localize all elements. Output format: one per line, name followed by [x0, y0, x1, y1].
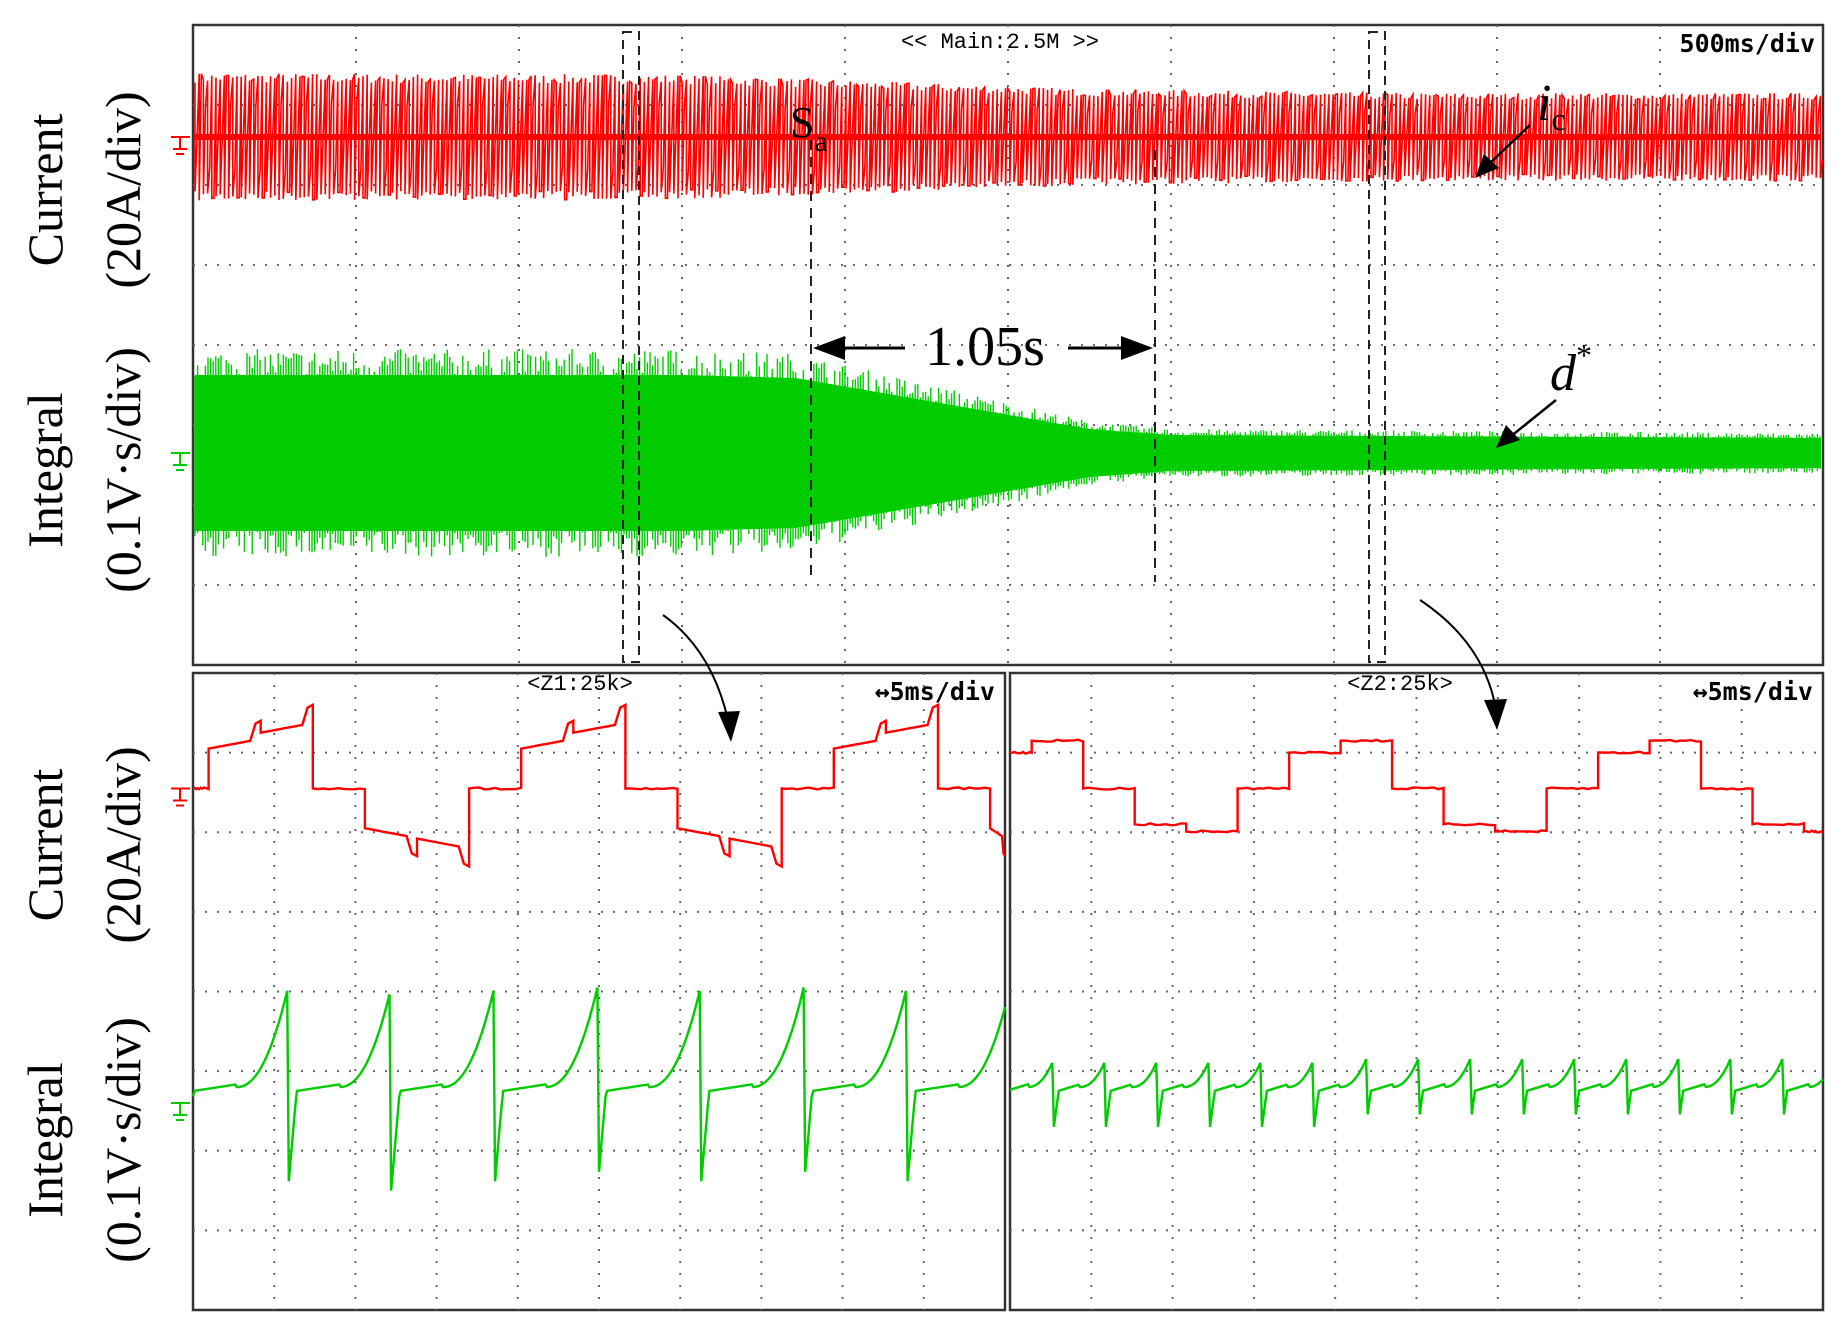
d-label: d* — [1550, 337, 1592, 402]
main-ic-trace — [194, 73, 1824, 201]
main-panel-traces — [194, 73, 1824, 557]
interval-arrowhead-right — [1121, 336, 1153, 360]
zoom2-link-arrowhead — [1484, 699, 1507, 730]
ground-marker-icon — [171, 136, 190, 155]
zoom2-panel: <Z2:25k> ↔5ms/div — [1008, 671, 1825, 1312]
zoom1-selection-box — [622, 31, 640, 663]
channel-ground-markers — [171, 136, 190, 1121]
main-current-label: Current — [17, 114, 73, 267]
ic-arrow — [1487, 124, 1531, 166]
d-arrow — [1509, 399, 1557, 438]
ground-marker-icon — [171, 787, 190, 807]
zoom2-panel-timebase: ↔5ms/div — [1693, 677, 1813, 706]
zoom-integral-scale: (0.1V·s/div) — [95, 1017, 151, 1263]
main-integral-label: Integral — [17, 392, 73, 547]
zoom2-selection-box — [1368, 31, 1386, 663]
main-d-trace-core — [195, 375, 1821, 531]
ic-arrowhead — [1475, 154, 1499, 178]
ground-marker-icon — [171, 452, 190, 471]
main-panel-timebase: 500ms/div — [1680, 29, 1815, 58]
zoom1-link-arrow — [662, 614, 729, 721]
switch-label: Sa — [790, 98, 828, 158]
left-axis-labels: Current (20A/div) Integral (0.1V·s/div) … — [17, 91, 151, 1263]
zoom1-panel-header: <Z1:25k> — [527, 672, 633, 697]
zoom2-link-arrow — [1419, 599, 1495, 701]
zoom1-panel-traces — [191, 702, 1007, 1191]
zoom1-link-arrowhead — [718, 711, 740, 742]
zoom1-ic-trace — [192, 702, 1007, 869]
zoom-current-label: Current — [17, 769, 73, 922]
zoom2-d-trace — [1009, 1058, 1824, 1128]
zoom1-panel: <Z1:25k> ↔5ms/div — [191, 671, 1007, 1312]
zoom1-d-trace — [191, 987, 1007, 1191]
annotations: Sa 1.05s ic d* — [622, 31, 1592, 742]
ic-label: ic — [1537, 75, 1566, 137]
zoom2-panel-header: <Z2:25k> — [1347, 672, 1453, 697]
interval-arrowhead-left — [813, 336, 845, 360]
main-panel: << Main:2.5M >> 500ms/div — [191, 23, 1825, 667]
zoom2-ic-trace — [1009, 738, 1824, 834]
main-integral-scale: (0.1V·s/div) — [95, 347, 151, 593]
zoom1-panel-timebase: ↔5ms/div — [875, 677, 995, 706]
zoom1-panel-grid — [193, 673, 1005, 1310]
d-arrowhead — [1496, 425, 1520, 448]
main-d-trace-spikes — [194, 349, 1821, 557]
zoom2-panel-traces — [1009, 738, 1824, 1128]
main-panel-header: << Main:2.5M >> — [901, 30, 1099, 55]
interval-label: 1.05s — [925, 316, 1045, 378]
zoom-current-scale: (20A/div) — [95, 746, 151, 943]
zoom-integral-label: Integral — [17, 1062, 73, 1217]
main-current-scale: (20A/div) — [95, 91, 151, 288]
ground-marker-icon — [171, 1101, 190, 1121]
